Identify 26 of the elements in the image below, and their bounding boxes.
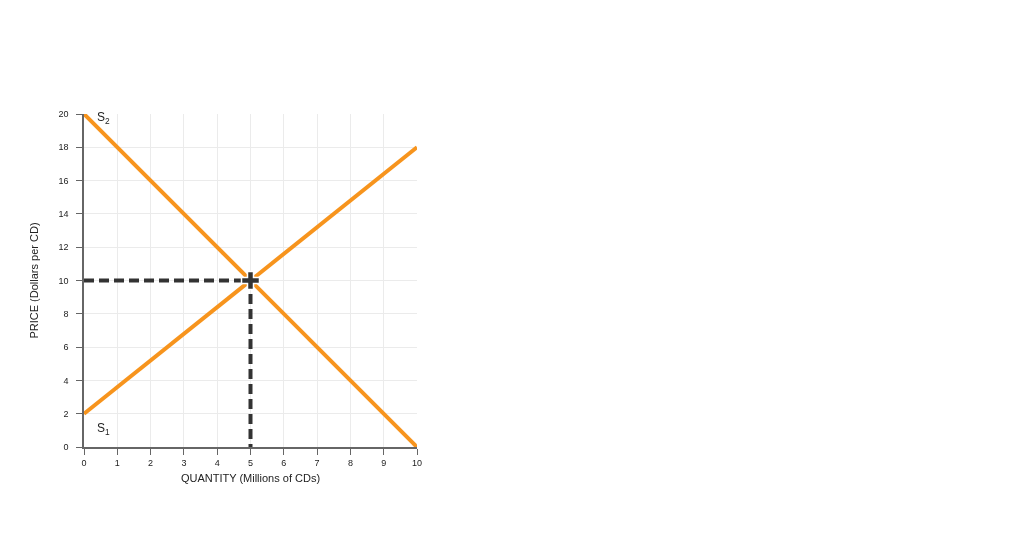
x-tick-label: 5	[247, 457, 254, 468]
x-tick-label: 4	[214, 457, 220, 468]
y-tick-label: 0	[63, 442, 69, 453]
y-tick-label: 18	[58, 142, 69, 153]
y-tick-label: 16	[58, 175, 69, 186]
y-tick-label: 12	[58, 242, 69, 253]
x-tick-label: 7	[314, 457, 320, 468]
y-tick-label: 6	[63, 342, 69, 353]
x-axis-title: QUANTITY (Millions of CDs)	[180, 472, 321, 485]
y-axis-title: PRICE (Dollars per CD)	[27, 222, 40, 339]
y-tick-label: 14	[58, 209, 69, 220]
y-tick-label: 4	[63, 375, 69, 386]
x-tick-label: 1	[114, 457, 120, 468]
x-tick-label: 9	[381, 457, 387, 468]
series-label: S$_{1}$	[97, 421, 111, 437]
y-tick-label: 8	[63, 308, 69, 319]
y-tick-label: 2	[63, 408, 69, 419]
x-tick-label: 6	[281, 457, 287, 468]
series-label: S$_{2}$	[97, 110, 111, 126]
y-tick-label: 10	[58, 275, 69, 286]
y-tick-label: 20	[58, 109, 69, 120]
x-tick-label: 0	[81, 457, 87, 468]
x-tick-label: 2	[148, 457, 154, 468]
x-tick-label: 8	[347, 457, 353, 468]
x-tick-label: 10	[411, 457, 423, 468]
x-tick-label: 3	[181, 457, 187, 468]
